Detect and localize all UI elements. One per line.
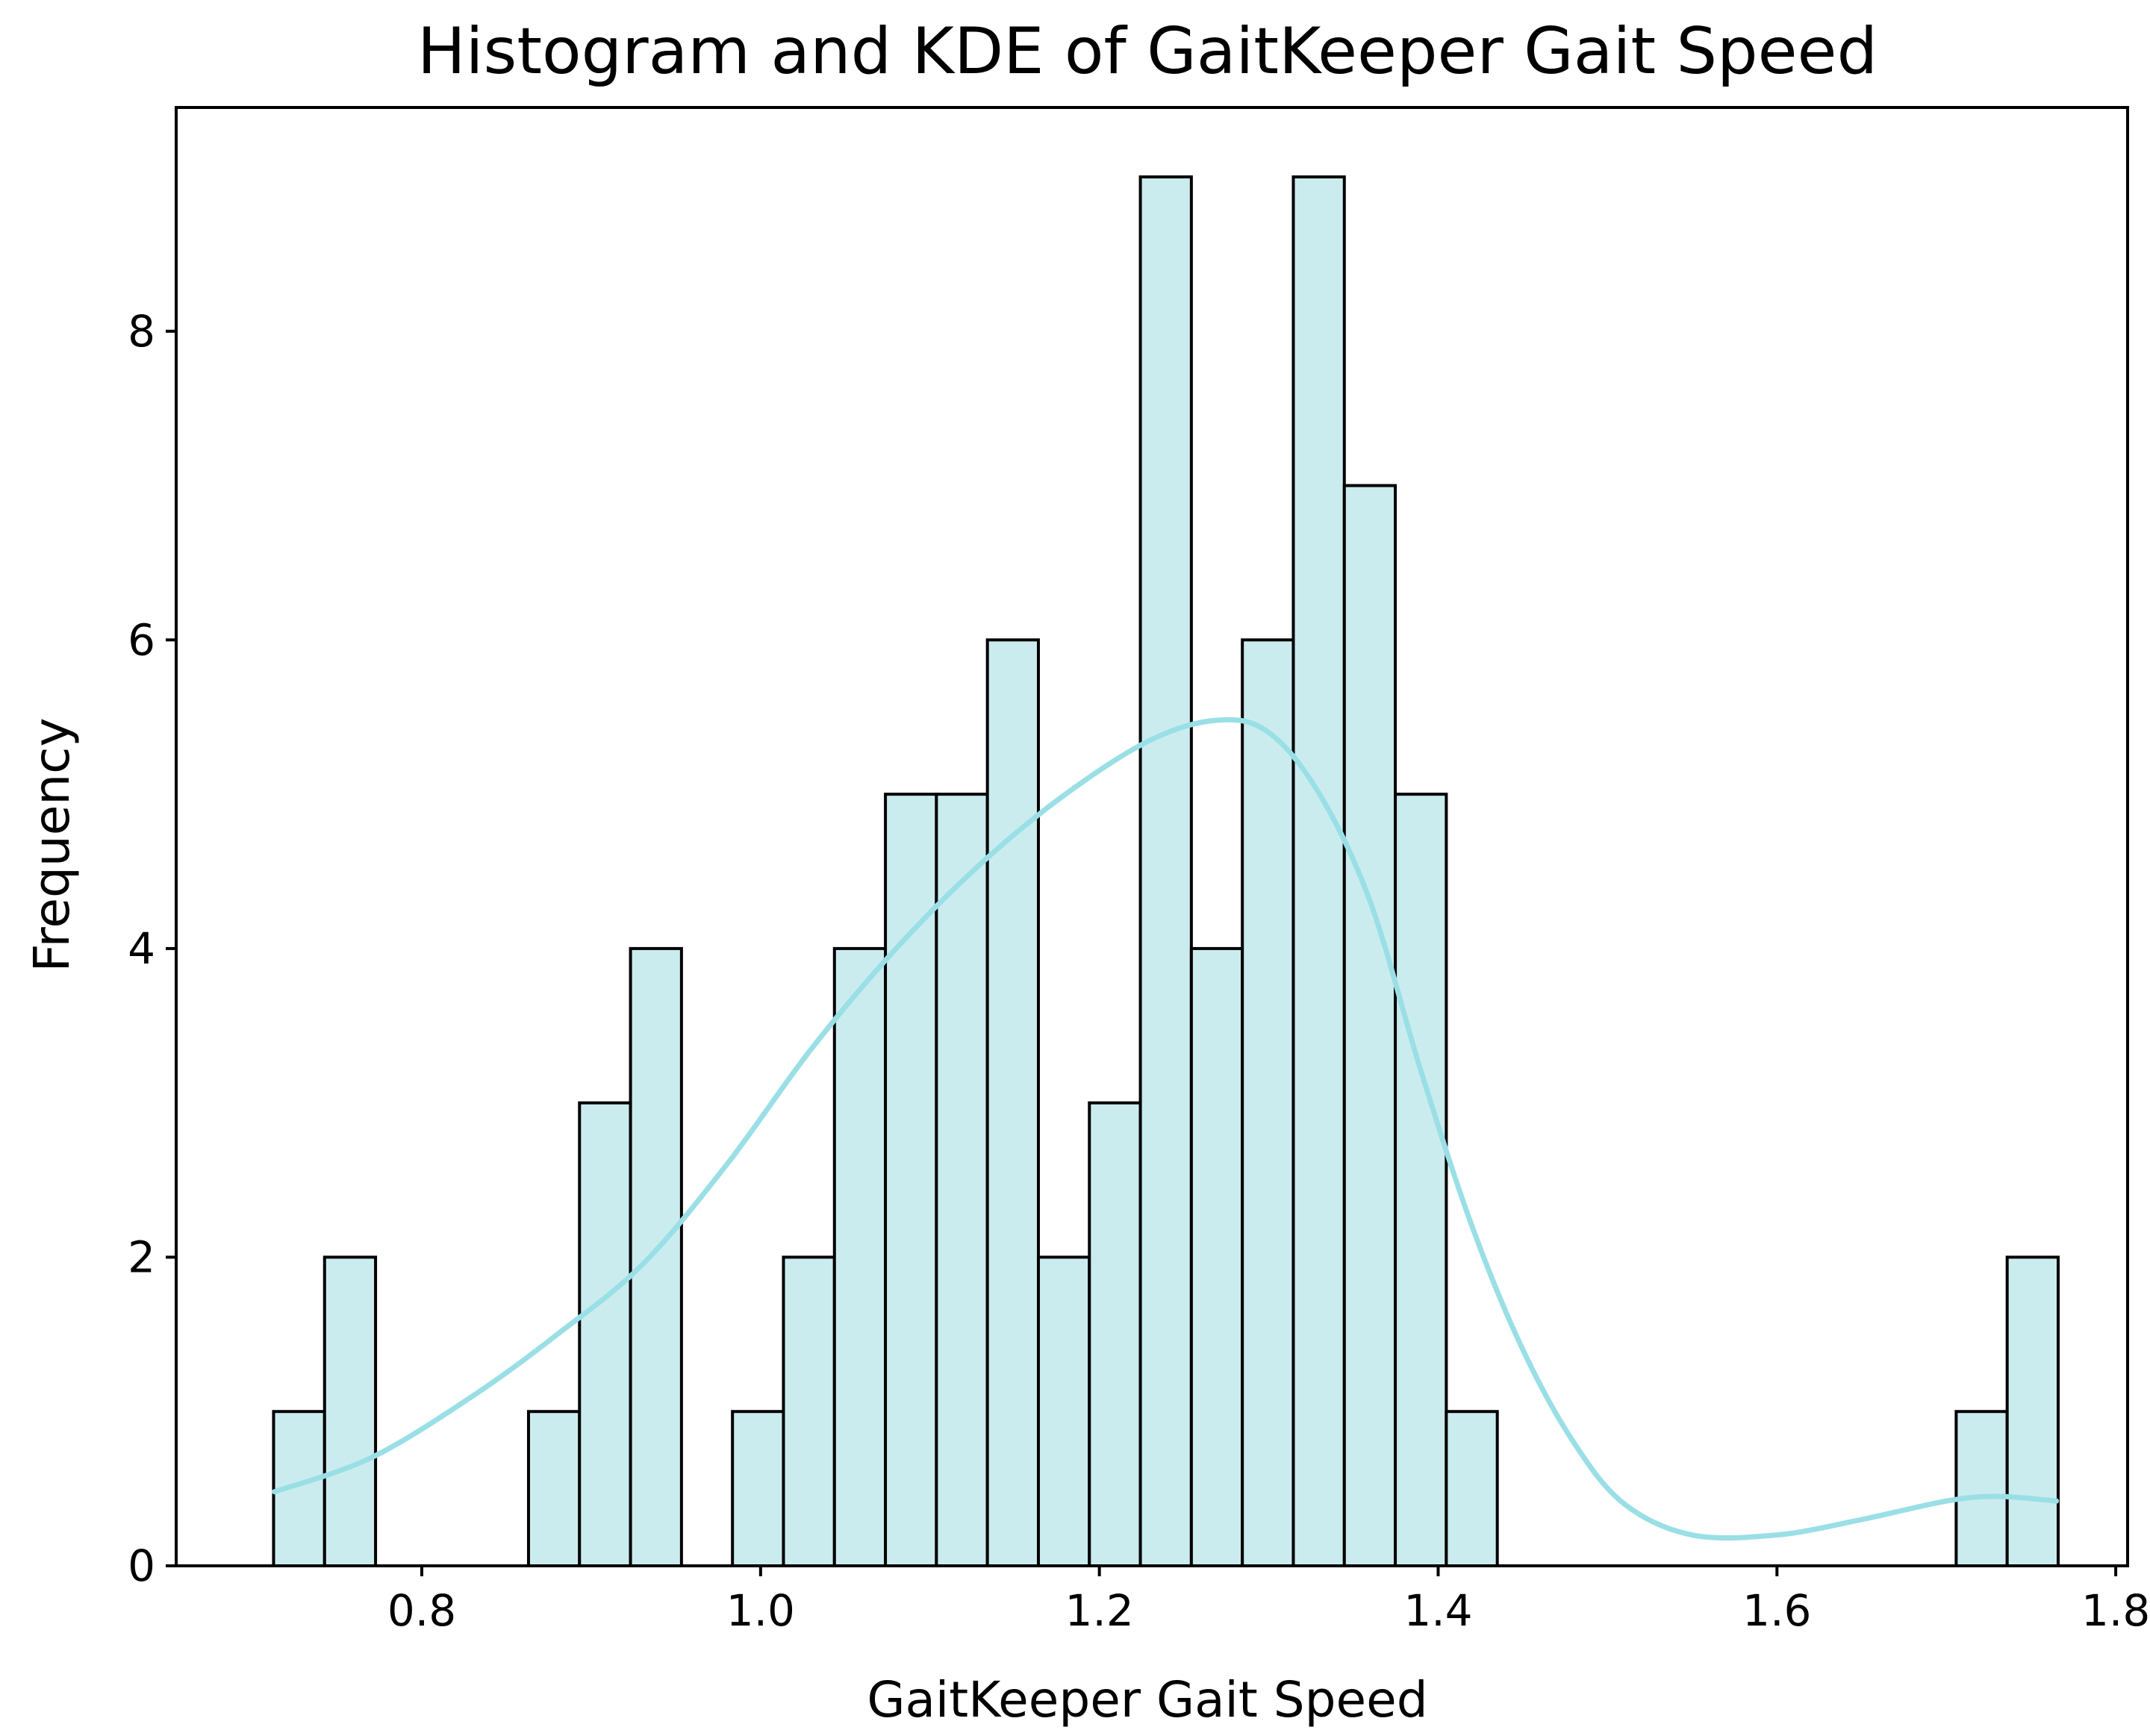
histogram-bar [1394,793,1448,1567]
x-tick-label: 1.2 [1065,1585,1134,1636]
histogram-bar [1189,946,1244,1567]
histogram-bar [1088,1101,1142,1567]
y-tick-label: 4 [128,923,155,974]
histogram-bar [731,1410,785,1568]
histogram-bar [1138,175,1193,1568]
kde-curve [272,716,2060,1541]
histogram-bars [272,175,2060,1568]
histogram-bar [782,1255,836,1568]
chart-title: Histogram and KDE of GaitKeeper Gait Spe… [417,14,1878,89]
x-axis-ticks: 0.8 1.0 1.2 1.4 1.6 1.8 [387,1566,2150,1636]
y-axis-label: Frequency [23,718,81,972]
histogram-bar [526,1410,582,1568]
histogram-bar [1342,484,1398,1567]
y-tick-label: 2 [128,1231,155,1282]
x-tick-label: 1.0 [726,1585,795,1636]
y-tick-label: 6 [128,614,155,665]
histogram-bar [1291,175,1346,1568]
histogram-bar [322,1255,378,1568]
y-tick-label: 0 [128,1540,155,1591]
histogram-bar [1445,1410,1499,1568]
x-tick-label: 1.8 [2081,1585,2150,1636]
y-axis-ticks: 0 2 4 6 8 [128,306,176,1591]
x-tick-label: 1.4 [1403,1585,1472,1636]
histogram-bar [1036,1255,1091,1568]
y-tick-label: 8 [128,306,155,357]
histogram-bar [629,946,683,1567]
histogram-bar [935,793,989,1567]
histogram-bar [985,638,1040,1567]
histogram-bar [578,1101,632,1567]
histogram-bar [2005,1255,2060,1568]
histogram-bar [832,946,888,1567]
histogram-bar [1954,1410,2009,1568]
histogram-bar [884,793,938,1567]
x-tick-label: 0.8 [387,1585,456,1636]
histogram-bar [1241,638,1295,1567]
plot-frame [175,106,2129,1567]
x-tick-label: 1.6 [1742,1585,1811,1636]
x-axis-label: GaitKeeper Gait Speed [867,1671,1427,1729]
